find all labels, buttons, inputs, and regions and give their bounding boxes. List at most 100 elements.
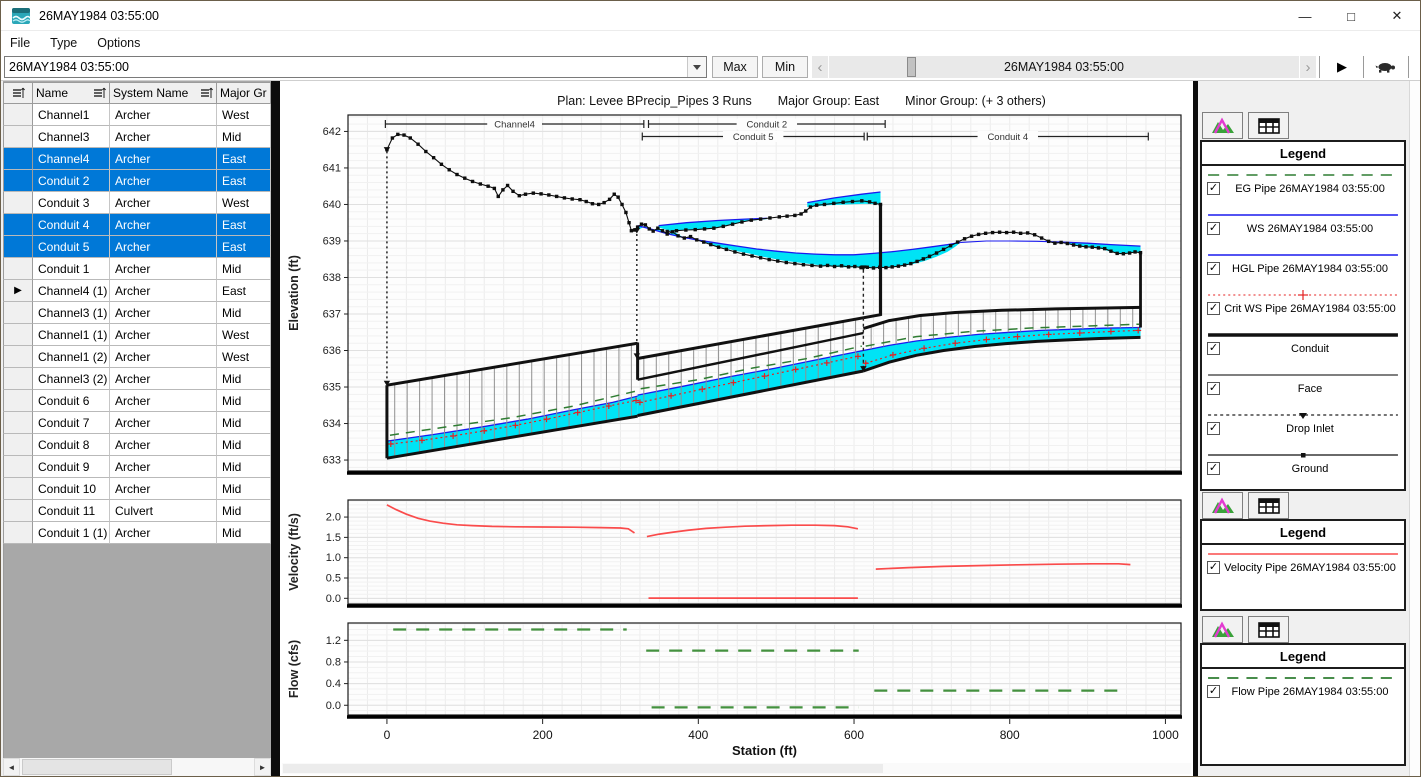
legend-checkbox[interactable]: ✓ <box>1207 382 1220 395</box>
cell-major-group[interactable]: Mid <box>217 478 271 500</box>
table-row[interactable]: Channel4ArcherEast <box>3 148 271 170</box>
table-row[interactable]: Conduit 11CulvertMid <box>3 500 271 522</box>
cell-name[interactable]: Channel3 (2) <box>33 368 110 390</box>
row-selector[interactable] <box>3 170 33 192</box>
cell-name[interactable]: Conduit 6 <box>33 390 110 412</box>
cell-name[interactable]: Conduit 3 <box>33 192 110 214</box>
splitter-left[interactable] <box>271 81 280 777</box>
row-selector[interactable] <box>3 368 33 390</box>
legend-checkbox[interactable]: ✓ <box>1207 182 1220 195</box>
row-selector[interactable] <box>3 126 33 148</box>
selector-column-header[interactable] <box>3 82 33 104</box>
table-hscroll-thumb[interactable] <box>22 759 172 775</box>
cell-major-group[interactable]: Mid <box>217 522 271 544</box>
step-forward-button[interactable]: › <box>1300 56 1316 78</box>
cell-system-name[interactable]: Archer <box>110 434 217 456</box>
cell-system-name[interactable]: Archer <box>110 390 217 412</box>
cell-major-group[interactable]: Mid <box>217 390 271 412</box>
cell-name[interactable]: Channel1 (2) <box>33 346 110 368</box>
cell-name[interactable]: Conduit 10 <box>33 478 110 500</box>
row-selector[interactable] <box>3 434 33 456</box>
play-button[interactable]: ▶ <box>1322 56 1362 78</box>
min-button[interactable]: Min <box>762 56 808 78</box>
table-row[interactable]: Conduit 3ArcherWest <box>3 192 271 214</box>
row-selector[interactable] <box>3 192 33 214</box>
cell-system-name[interactable]: Archer <box>110 214 217 236</box>
legend-checkbox[interactable]: ✓ <box>1207 302 1220 315</box>
table-row[interactable]: Conduit 1ArcherMid <box>3 258 271 280</box>
cell-major-group[interactable]: East <box>217 236 271 258</box>
cell-system-name[interactable]: Archer <box>110 126 217 148</box>
cell-name[interactable]: Conduit 11 <box>33 500 110 522</box>
cell-major-group[interactable]: East <box>217 148 271 170</box>
cell-system-name[interactable]: Archer <box>110 236 217 258</box>
cell-major-group[interactable]: Mid <box>217 368 271 390</box>
table-hscrollbar[interactable]: ◄ ► <box>3 758 271 776</box>
plot-view-button[interactable] <box>1202 616 1243 643</box>
table-row[interactable]: Conduit 7ArcherMid <box>3 412 271 434</box>
scroll-right-icon[interactable]: ► <box>254 758 271 776</box>
cell-system-name[interactable]: Archer <box>110 478 217 500</box>
table-view-button[interactable] <box>1248 492 1289 519</box>
table-row[interactable]: Channel3ArcherMid <box>3 126 271 148</box>
legend-checkbox[interactable]: ✓ <box>1207 262 1220 275</box>
close-button[interactable]: ✕ <box>1374 1 1420 31</box>
row-selector[interactable] <box>3 148 33 170</box>
row-selector[interactable] <box>3 456 33 478</box>
cell-name[interactable]: Channel3 (1) <box>33 302 110 324</box>
cell-major-group[interactable]: East <box>217 280 271 302</box>
table-row[interactable]: Conduit 2ArcherEast <box>3 170 271 192</box>
cell-major-group[interactable]: West <box>217 346 271 368</box>
table-row[interactable]: Conduit 1 (1)ArcherMid <box>3 522 271 544</box>
table-row[interactable]: Conduit 4ArcherEast <box>3 214 271 236</box>
row-selector[interactable] <box>3 258 33 280</box>
cell-system-name[interactable]: Archer <box>110 522 217 544</box>
table-view-button[interactable] <box>1248 616 1289 643</box>
row-selector[interactable] <box>3 214 33 236</box>
row-selector[interactable] <box>3 522 33 544</box>
menu-file[interactable]: File <box>1 36 40 50</box>
cell-major-group[interactable]: Mid <box>217 434 271 456</box>
cell-name[interactable]: Conduit 1 (1) <box>33 522 110 544</box>
time-combo[interactable]: 26MAY1984 03:55:00 <box>4 56 707 78</box>
cell-system-name[interactable]: Archer <box>110 170 217 192</box>
cell-name[interactable]: Channel1 <box>33 104 110 126</box>
column-header-system-name[interactable]: System Name <box>110 82 217 104</box>
cell-major-group[interactable]: Mid <box>217 258 271 280</box>
cell-system-name[interactable]: Archer <box>110 324 217 346</box>
scroll-left-icon[interactable]: ◄ <box>3 758 20 776</box>
legend-checkbox[interactable]: ✓ <box>1207 222 1220 235</box>
table-row[interactable]: Conduit 9ArcherMid <box>3 456 271 478</box>
step-back-button[interactable]: ‹ <box>812 56 828 78</box>
row-selector[interactable] <box>3 500 33 522</box>
table-row[interactable]: ▶Channel4 (1)ArcherEast <box>3 280 271 302</box>
cell-name[interactable]: Conduit 4 <box>33 214 110 236</box>
cell-system-name[interactable]: Culvert <box>110 500 217 522</box>
row-selector[interactable] <box>3 324 33 346</box>
cell-system-name[interactable]: Archer <box>110 412 217 434</box>
row-selector[interactable] <box>3 346 33 368</box>
column-header-name[interactable]: Name <box>33 82 110 104</box>
cell-major-group[interactable]: Mid <box>217 126 271 148</box>
cell-system-name[interactable]: Archer <box>110 368 217 390</box>
cell-system-name[interactable]: Archer <box>110 302 217 324</box>
cell-name[interactable]: Channel4 (1) <box>33 280 110 302</box>
cell-name[interactable]: Channel4 <box>33 148 110 170</box>
table-row[interactable]: Conduit 5ArcherEast <box>3 236 271 258</box>
cell-name[interactable]: Conduit 9 <box>33 456 110 478</box>
minimize-button[interactable]: — <box>1282 1 1328 31</box>
table-row[interactable]: Channel1 (2)ArcherWest <box>3 346 271 368</box>
cell-major-group[interactable]: East <box>217 170 271 192</box>
table-row[interactable]: Conduit 10ArcherMid <box>3 478 271 500</box>
table-hscroll-track[interactable] <box>20 758 254 776</box>
cell-major-group[interactable]: West <box>217 192 271 214</box>
table-row[interactable]: Channel1 (1)ArcherWest <box>3 324 271 346</box>
row-selector[interactable]: ▶ <box>3 280 33 302</box>
row-selector[interactable] <box>3 390 33 412</box>
row-selector[interactable] <box>3 478 33 500</box>
cell-system-name[interactable]: Archer <box>110 258 217 280</box>
cell-major-group[interactable]: Mid <box>217 302 271 324</box>
time-slider[interactable]: 26MAY1984 03:55:00 <box>829 56 1299 78</box>
cell-name[interactable]: Conduit 1 <box>33 258 110 280</box>
animation-speed-button[interactable] <box>1366 56 1406 78</box>
